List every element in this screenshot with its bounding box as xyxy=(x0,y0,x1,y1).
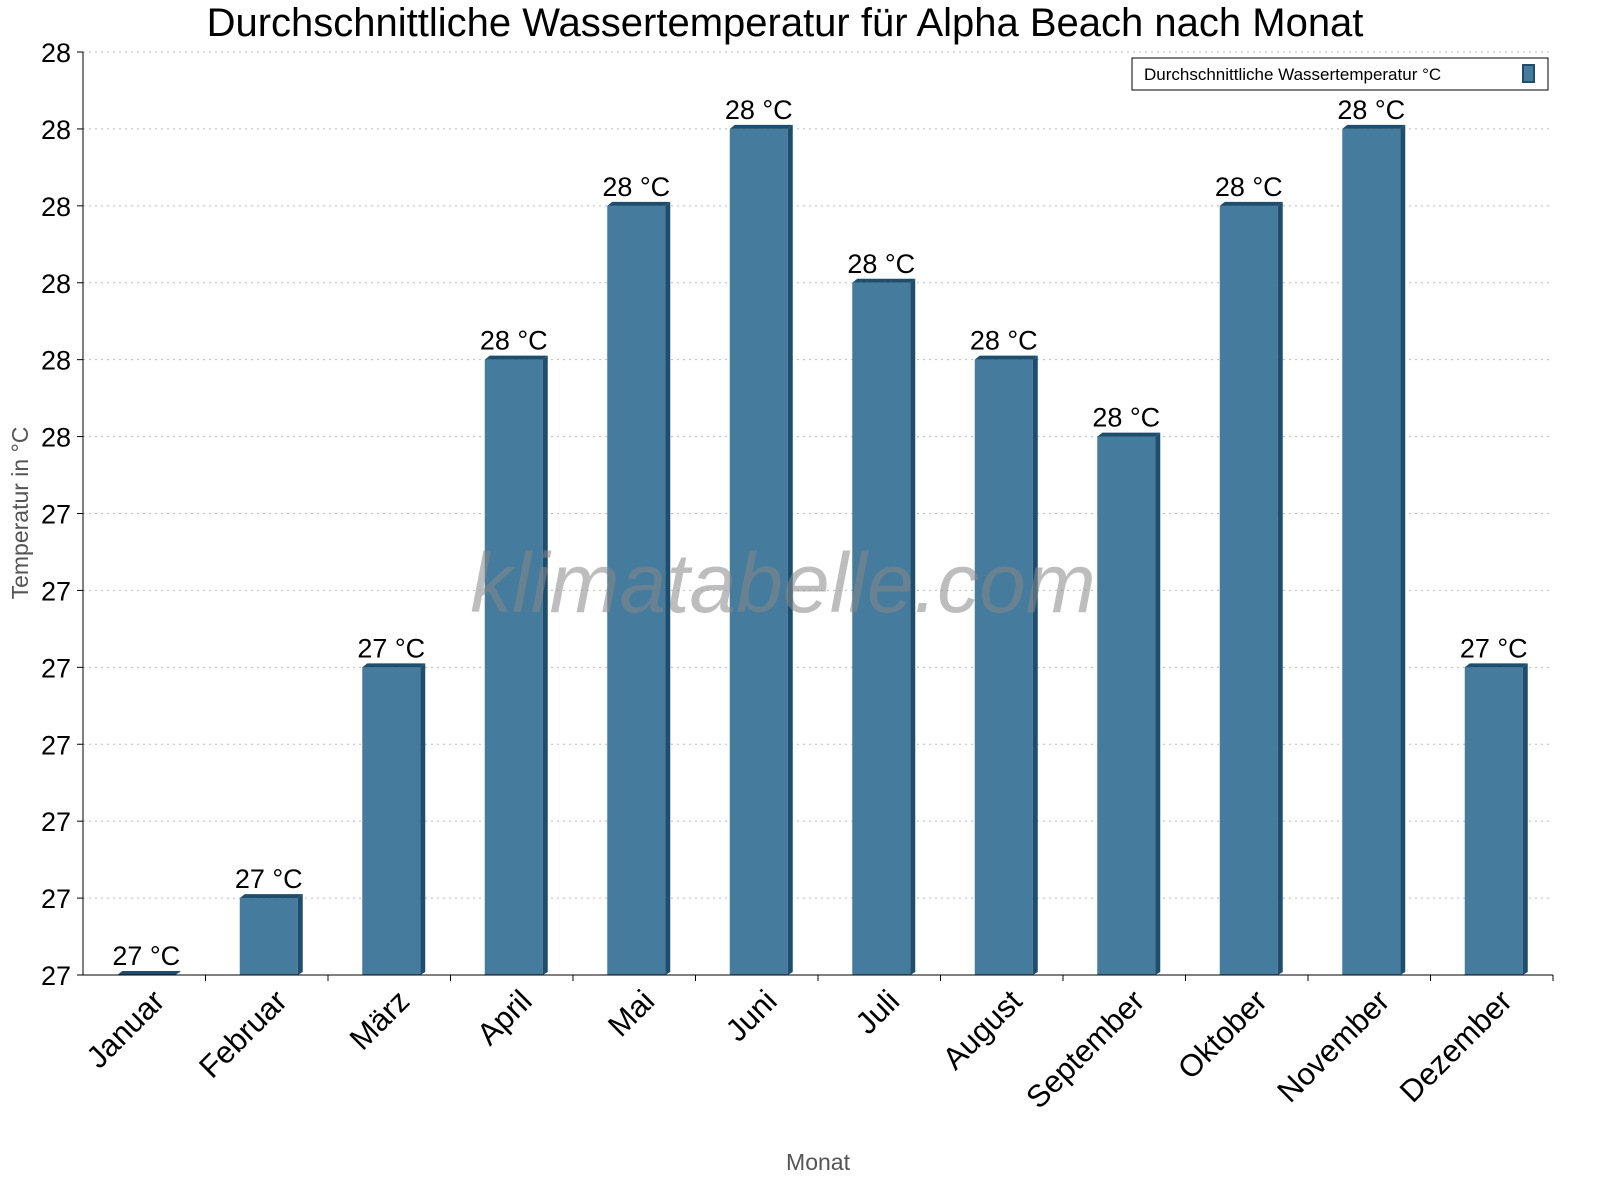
y-tick-label: 27 xyxy=(41,653,71,683)
y-tick-label: 27 xyxy=(41,807,71,837)
y-tick-label: 27 xyxy=(41,576,71,606)
watermark: klimatabelle.com xyxy=(470,536,1096,630)
x-tick-label: Dezember xyxy=(1393,983,1519,1109)
y-axis-title: Temperatur in °C xyxy=(7,427,33,600)
bar-side xyxy=(1155,432,1161,975)
data-label: 27 °C xyxy=(1460,633,1528,663)
data-label: 28 °C xyxy=(480,326,548,356)
bar-side xyxy=(297,894,303,975)
bar-top xyxy=(1464,663,1528,668)
x-tick-label: Januar xyxy=(79,983,171,1075)
y-tick-label: 27 xyxy=(41,730,71,760)
y-tick-label: 27 xyxy=(41,884,71,914)
y-tick-label: 27 xyxy=(41,500,71,530)
bar xyxy=(607,205,666,976)
bar-top xyxy=(1219,201,1283,206)
data-label: 28 °C xyxy=(1092,403,1160,433)
y-tick-label: 28 xyxy=(41,192,71,222)
x-tick-label: August xyxy=(936,983,1029,1076)
data-label: 28 °C xyxy=(970,326,1038,356)
bar-top xyxy=(607,201,671,206)
y-tick-label: 28 xyxy=(41,269,71,299)
bar-side xyxy=(1522,663,1528,975)
chart-title: Durchschnittliche Wassertemperatur für A… xyxy=(207,1,1364,45)
bar-top xyxy=(1097,432,1161,437)
bar-side xyxy=(1400,124,1406,975)
bar xyxy=(1342,128,1401,975)
x-tick-label: September xyxy=(1019,983,1151,1115)
legend-swatch xyxy=(1522,64,1535,83)
legend-box xyxy=(1131,57,1549,91)
bar-top xyxy=(239,894,303,899)
data-label: 28 °C xyxy=(1215,172,1283,202)
bar-side xyxy=(420,663,426,975)
x-tick-label: März xyxy=(343,983,416,1056)
data-label: 27 °C xyxy=(235,864,303,894)
bar xyxy=(1097,436,1156,975)
bar-top xyxy=(729,124,793,129)
y-tick-label: 27 xyxy=(41,961,71,991)
bar-top xyxy=(484,355,548,360)
x-axis-title: Monat xyxy=(786,1149,851,1175)
y-tick-label: 28 xyxy=(41,38,71,68)
y-tick-label: 28 xyxy=(41,423,71,453)
x-tick-label: Februar xyxy=(192,983,294,1085)
bar-side xyxy=(787,124,793,975)
bar-side xyxy=(1277,201,1283,976)
x-tick-label: April xyxy=(470,983,539,1052)
bar xyxy=(1219,205,1278,976)
bar xyxy=(484,359,543,976)
x-tick-label: Mai xyxy=(601,983,661,1043)
bar-top xyxy=(362,663,426,668)
bar-top xyxy=(117,971,181,975)
y-tick-label: 28 xyxy=(41,346,71,376)
data-label: 27 °C xyxy=(357,633,425,663)
x-tick-label: Oktober xyxy=(1171,983,1274,1086)
data-label: 28 °C xyxy=(725,95,793,125)
legend: Durchschnittliche Wassertemperatur °C xyxy=(1131,57,1549,91)
bar xyxy=(729,128,788,975)
bar-side xyxy=(910,278,916,975)
data-label: 28 °C xyxy=(602,172,670,202)
bar xyxy=(239,898,298,975)
bar-top xyxy=(1342,124,1406,129)
legend-label: Durchschnittliche Wassertemperatur °C xyxy=(1144,65,1441,84)
bar xyxy=(362,667,421,975)
x-tick-label: November xyxy=(1270,983,1396,1109)
data-label: 27 °C xyxy=(112,941,180,971)
bars: 27 °C 27 °C 27 °C 28 °C 28 °C 28 °C 28 °C 28 °C… xyxy=(112,95,1528,976)
bar-side xyxy=(542,355,548,976)
bar-side xyxy=(1032,355,1038,976)
x-tick-label: Juli xyxy=(849,983,907,1041)
bar-side xyxy=(665,201,671,976)
bar-top xyxy=(974,355,1038,360)
data-label: 28 °C xyxy=(1337,95,1405,125)
gridlines xyxy=(83,51,1553,899)
bar xyxy=(974,359,1033,976)
y-tick-label: 28 xyxy=(41,115,71,145)
data-label: 28 °C xyxy=(847,249,915,279)
bar-top xyxy=(852,278,916,283)
bar xyxy=(852,282,911,975)
bar xyxy=(1464,667,1523,975)
x-tick-label: Juni xyxy=(719,983,784,1048)
